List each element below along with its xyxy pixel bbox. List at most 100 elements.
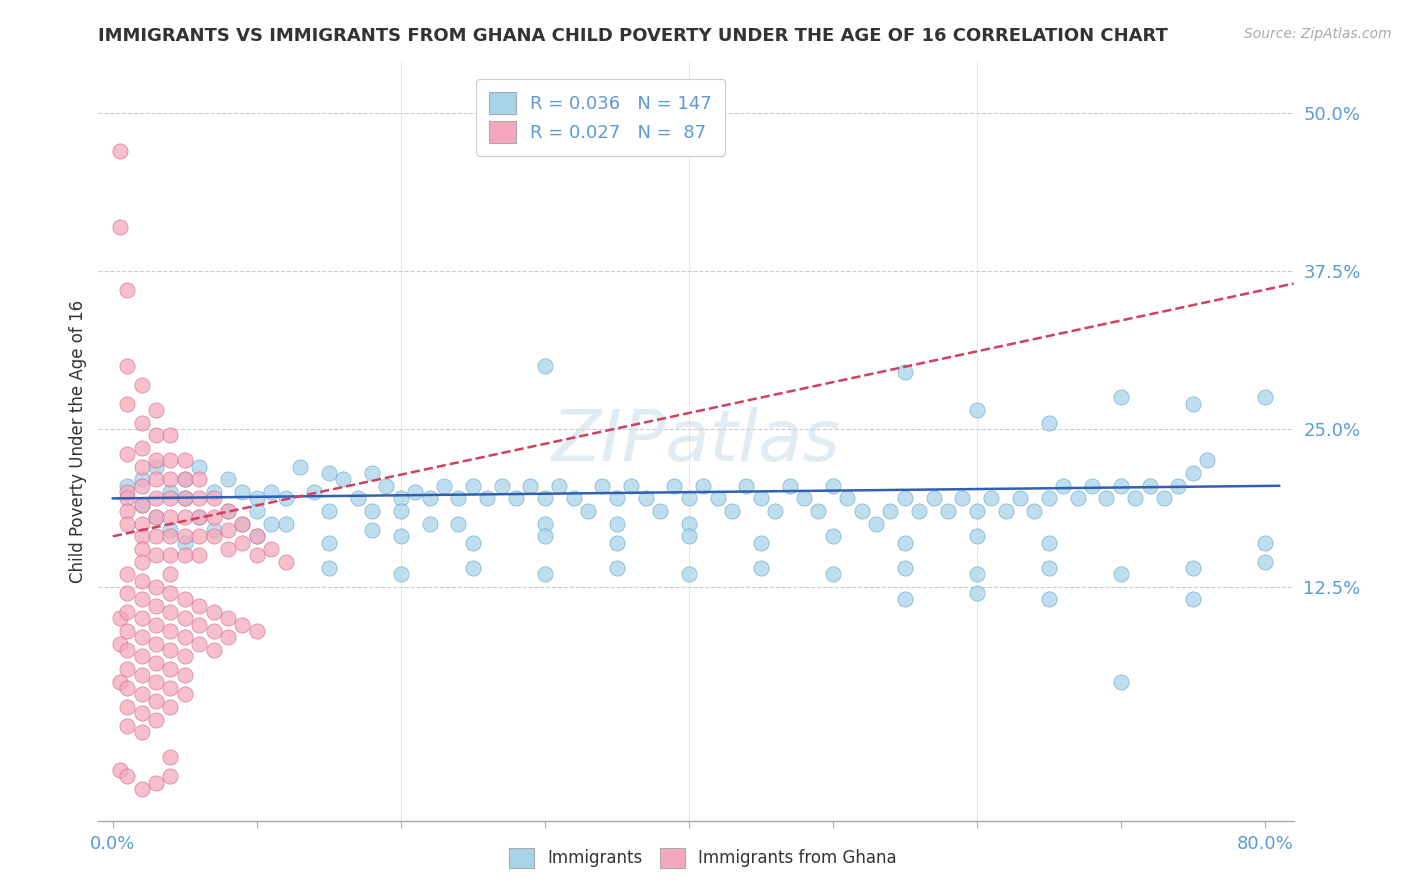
Point xyxy=(1038,561,1060,575)
Point xyxy=(966,567,988,582)
Point xyxy=(131,782,153,797)
Point xyxy=(1038,491,1060,506)
Point xyxy=(1008,491,1031,506)
Point xyxy=(173,535,195,549)
Point xyxy=(461,479,484,493)
Point xyxy=(115,479,138,493)
Point xyxy=(966,529,988,543)
Point xyxy=(634,491,657,506)
Point xyxy=(966,403,988,417)
Point xyxy=(246,504,269,518)
Point xyxy=(893,535,915,549)
Point xyxy=(447,516,470,531)
Point xyxy=(159,453,181,467)
Point xyxy=(131,441,153,455)
Point xyxy=(950,491,973,506)
Point xyxy=(1109,674,1132,689)
Point xyxy=(159,662,181,676)
Point xyxy=(1254,555,1277,569)
Point xyxy=(548,479,571,493)
Point xyxy=(159,548,181,563)
Point xyxy=(1024,504,1046,518)
Point xyxy=(115,624,138,639)
Point xyxy=(779,479,801,493)
Point xyxy=(361,466,384,480)
Point xyxy=(145,776,167,790)
Point xyxy=(108,674,131,689)
Point xyxy=(108,219,131,234)
Point xyxy=(1123,491,1146,506)
Point xyxy=(188,473,211,487)
Point xyxy=(246,529,269,543)
Point xyxy=(706,491,728,506)
Point xyxy=(246,624,269,639)
Point xyxy=(936,504,959,518)
Point xyxy=(648,504,671,518)
Point xyxy=(1139,479,1161,493)
Point xyxy=(159,586,181,600)
Point xyxy=(807,504,830,518)
Point xyxy=(217,504,239,518)
Point xyxy=(678,491,700,506)
Point xyxy=(131,377,153,392)
Point xyxy=(131,706,153,721)
Point xyxy=(131,541,153,556)
Point xyxy=(188,617,211,632)
Point xyxy=(260,541,283,556)
Point xyxy=(131,611,153,625)
Point xyxy=(131,459,153,474)
Point xyxy=(188,510,211,524)
Point xyxy=(821,567,844,582)
Point xyxy=(188,548,211,563)
Point xyxy=(274,555,297,569)
Point xyxy=(1109,567,1132,582)
Point xyxy=(966,504,988,518)
Point xyxy=(1181,592,1204,607)
Point xyxy=(188,599,211,613)
Point xyxy=(821,479,844,493)
Point xyxy=(145,453,167,467)
Point xyxy=(173,592,195,607)
Point xyxy=(159,605,181,619)
Point xyxy=(1254,390,1277,404)
Point xyxy=(159,700,181,714)
Point xyxy=(131,668,153,682)
Point xyxy=(131,416,153,430)
Point xyxy=(1181,466,1204,480)
Y-axis label: Child Poverty Under the Age of 16: Child Poverty Under the Age of 16 xyxy=(69,300,87,583)
Point xyxy=(851,504,873,518)
Text: Source: ZipAtlas.com: Source: ZipAtlas.com xyxy=(1244,27,1392,41)
Point xyxy=(533,491,555,506)
Point xyxy=(994,504,1017,518)
Point xyxy=(159,491,181,506)
Point xyxy=(131,725,153,739)
Point xyxy=(606,516,628,531)
Point xyxy=(231,485,253,500)
Point xyxy=(159,473,181,487)
Point xyxy=(145,656,167,670)
Point xyxy=(131,687,153,701)
Point xyxy=(606,491,628,506)
Point xyxy=(115,643,138,657)
Point xyxy=(375,479,398,493)
Point xyxy=(1038,592,1060,607)
Point xyxy=(145,580,167,594)
Point xyxy=(721,504,744,518)
Point xyxy=(591,479,613,493)
Point xyxy=(108,144,131,158)
Point xyxy=(389,567,412,582)
Point xyxy=(159,510,181,524)
Point xyxy=(202,529,225,543)
Point xyxy=(145,548,167,563)
Point xyxy=(159,624,181,639)
Point xyxy=(231,617,253,632)
Point xyxy=(173,473,195,487)
Point xyxy=(131,529,153,543)
Point xyxy=(108,637,131,651)
Point xyxy=(173,473,195,487)
Point xyxy=(606,535,628,549)
Point xyxy=(749,535,772,549)
Point xyxy=(533,567,555,582)
Point xyxy=(908,504,931,518)
Point xyxy=(821,529,844,543)
